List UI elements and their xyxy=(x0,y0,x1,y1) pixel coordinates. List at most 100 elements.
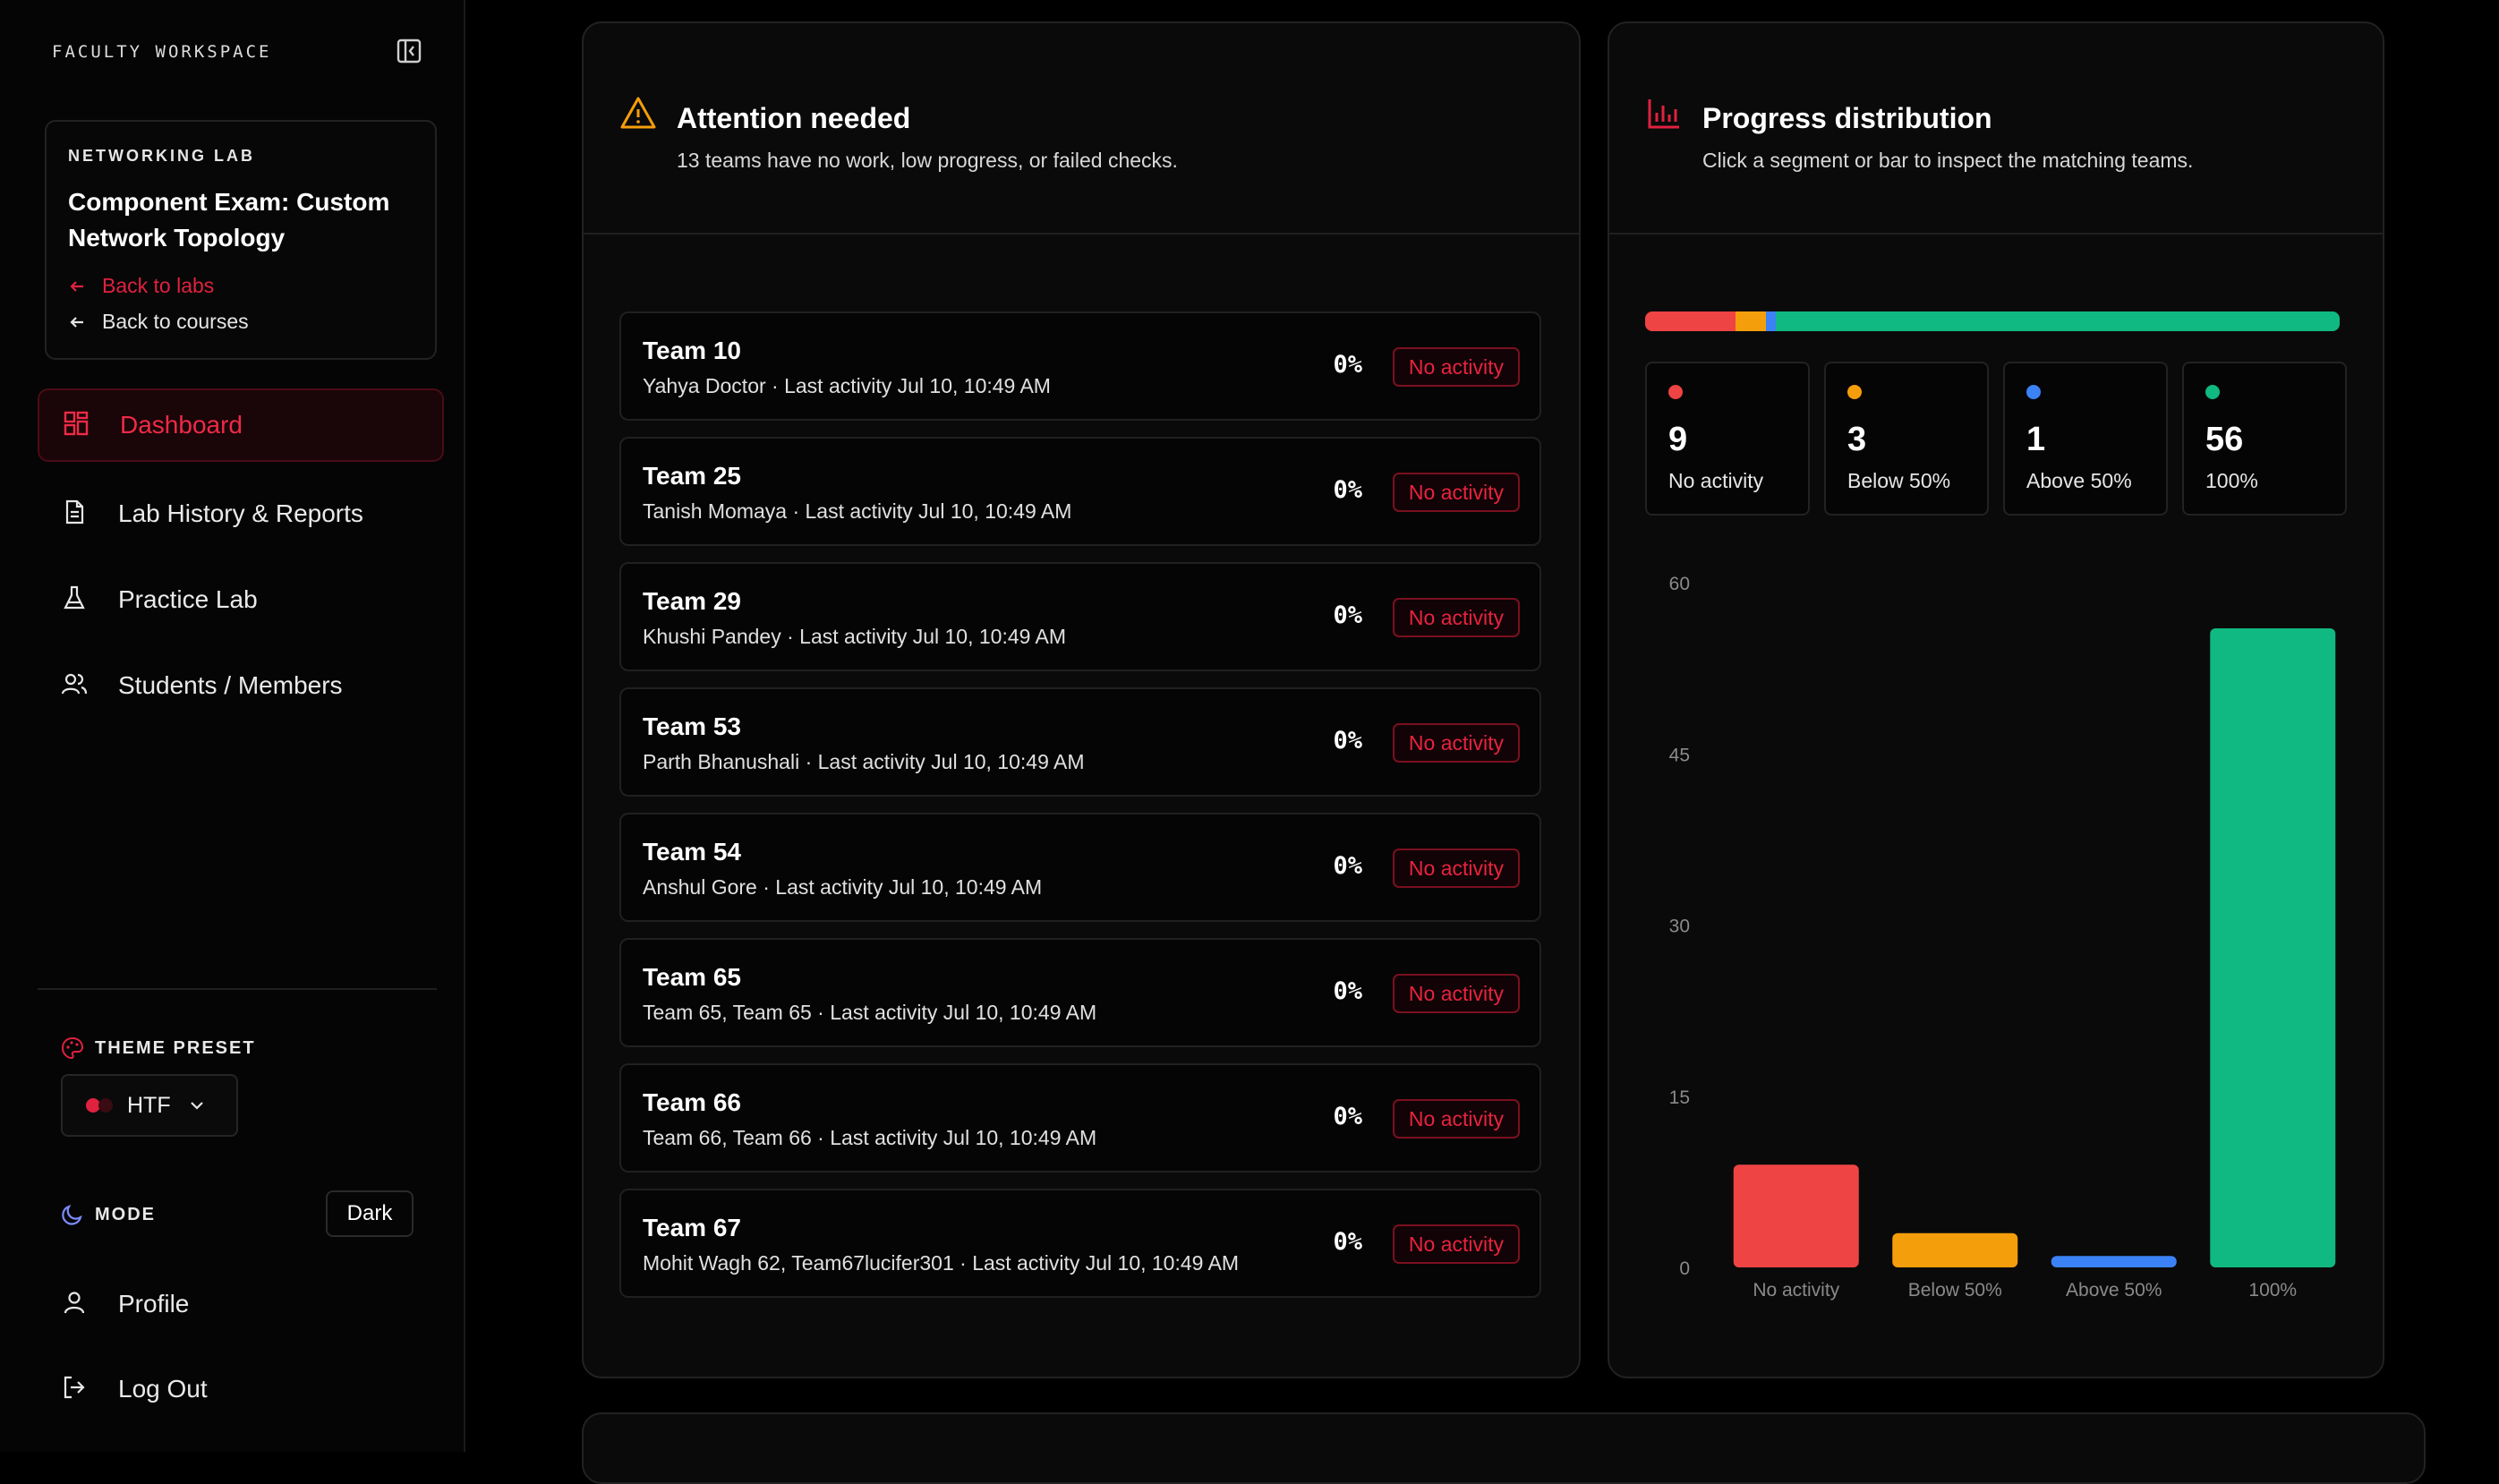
team-progress: 0% xyxy=(1333,977,1362,1005)
theme-preset-value: HTF xyxy=(127,1092,171,1118)
team-meta: Team 66, Team 66 · Last activity Jul 10,… xyxy=(643,1126,1097,1149)
workspace-label: FACULTY WORKSPACE xyxy=(52,42,272,62)
team-name: Team 10 xyxy=(643,337,741,364)
back-to-labs-link[interactable]: Back to labs xyxy=(68,274,214,298)
status-dot xyxy=(2026,385,2041,399)
team-meta: Tanish Momaya · Last activity Jul 10, 10… xyxy=(643,499,1072,523)
team-name: Team 25 xyxy=(643,462,741,490)
nav-lab-history[interactable]: Lab History & Reports xyxy=(38,477,444,550)
nav-practice-lab[interactable]: Practice Lab xyxy=(38,563,444,636)
team-row[interactable]: Team 29 Khushi Pandey · Last activity Jul… xyxy=(619,562,1541,671)
profile-link[interactable]: Profile xyxy=(38,1267,444,1341)
team-row[interactable]: Team 66 Team 66, Team 66 · Last activity … xyxy=(619,1063,1541,1173)
status-badge: No activity xyxy=(1392,1224,1520,1264)
bar[interactable] xyxy=(2051,1256,2177,1267)
team-meta: Anshul Gore · Last activity Jul 10, 10:4… xyxy=(643,875,1043,899)
team-row[interactable]: Team 53 Parth Bhanushali · Last activity … xyxy=(619,687,1541,797)
team-progress: 0% xyxy=(1333,1103,1362,1130)
lab-tag: NETWORKING LAB xyxy=(68,147,255,165)
stat-label: No activity xyxy=(1668,469,1764,492)
progress-stacked-bar[interactable] xyxy=(1645,311,2340,331)
attention-title: Attention needed xyxy=(677,102,911,134)
collapse-sidebar-icon[interactable] xyxy=(396,38,422,64)
back-to-courses-link[interactable]: Back to courses xyxy=(68,310,249,334)
warning-icon xyxy=(620,97,656,129)
stat-card[interactable]: 1 Above 50% xyxy=(2003,362,2168,516)
lab-title: Component Exam: Custom Network Topology xyxy=(68,188,390,252)
mode-label: MODE xyxy=(61,1203,156,1226)
distribution-subtitle: Click a segment or bar to inspect the ma… xyxy=(1702,149,2194,172)
team-name: Team 53 xyxy=(643,712,741,740)
team-progress: 0% xyxy=(1333,351,1362,379)
bar[interactable] xyxy=(1892,1232,2018,1267)
team-row[interactable]: Team 25 Tanish Momaya · Last activity Jul… xyxy=(619,437,1541,546)
status-badge: No activity xyxy=(1392,974,1520,1013)
x-tick-label: Above 50% xyxy=(2066,1280,2162,1301)
status-badge: No activity xyxy=(1392,723,1520,763)
mode-toggle-button[interactable]: Dark xyxy=(326,1190,414,1237)
team-name: Team 65 xyxy=(643,963,741,991)
stat-card[interactable]: 9 No activity xyxy=(1645,362,1810,516)
team-progress: 0% xyxy=(1333,852,1362,880)
status-dot xyxy=(1668,385,1683,399)
stat-card[interactable]: 3 Below 50% xyxy=(1824,362,1989,516)
distribution-header: Progress distribution Click a segment or… xyxy=(1609,23,2383,235)
chevron-down-icon xyxy=(190,1102,203,1110)
team-name: Team 66 xyxy=(643,1088,741,1116)
team-progress: 0% xyxy=(1333,476,1362,504)
stat-card[interactable]: 56 100% xyxy=(2182,362,2347,516)
y-tick-label: 30 xyxy=(1669,917,1690,937)
status-badge: No activity xyxy=(1392,347,1520,387)
back-to-courses-label: Back to courses xyxy=(102,310,249,333)
team-progress: 0% xyxy=(1333,601,1362,629)
team-name: Team 67 xyxy=(643,1214,741,1241)
theme-preset-select[interactable]: HTF xyxy=(61,1074,238,1137)
bar[interactable] xyxy=(1733,1164,1859,1267)
team-row[interactable]: Team 65 Team 65, Team 65 · Last activity … xyxy=(619,938,1541,1047)
logout-label: Log Out xyxy=(118,1375,208,1403)
nav-practice-lab-label: Practice Lab xyxy=(118,585,258,613)
status-badge: No activity xyxy=(1392,598,1520,637)
stacked-segment[interactable] xyxy=(1645,311,1736,331)
nav-dashboard[interactable]: Dashboard xyxy=(38,388,444,462)
x-tick-label: No activity xyxy=(1753,1280,1839,1301)
nav-lab-history-label: Lab History & Reports xyxy=(118,499,363,527)
mode-text: MODE xyxy=(95,1204,156,1224)
nav-students-members[interactable]: Students / Members xyxy=(38,649,444,722)
team-row[interactable]: Team 54 Anshul Gore · Last activity Jul 1… xyxy=(619,813,1541,922)
flask-icon xyxy=(61,584,91,615)
team-row[interactable]: Team 67 Mohit Wagh 62, Team67lucifer301 ·… xyxy=(619,1189,1541,1298)
distribution-panel: Progress distribution Click a segment or… xyxy=(1608,21,2384,1378)
status-badge: No activity xyxy=(1392,849,1520,888)
arrow-left-icon xyxy=(70,316,83,328)
team-meta: Yahya Doctor · Last activity Jul 10, 10:… xyxy=(643,374,1051,397)
nav-students-label: Students / Members xyxy=(118,671,343,699)
bar[interactable] xyxy=(2210,628,2336,1267)
document-icon xyxy=(61,499,91,529)
stat-count: 9 xyxy=(1668,421,1688,458)
theme-preset-label: THEME PRESET xyxy=(61,1036,256,1060)
team-progress: 0% xyxy=(1333,1228,1362,1256)
dashboard-icon xyxy=(63,410,93,440)
bar-chart-icon xyxy=(1648,99,1679,129)
lab-card: NETWORKING LAB Component Exam: Custom Ne… xyxy=(45,120,437,360)
theme-swatch-primary xyxy=(86,1098,100,1113)
back-to-labs-label: Back to labs xyxy=(102,274,215,297)
user-icon xyxy=(61,1289,91,1319)
y-tick-label: 45 xyxy=(1669,745,1690,765)
stacked-segment[interactable] xyxy=(1736,311,1766,331)
stacked-segment[interactable] xyxy=(1765,311,1777,331)
attention-header: Attention needed 13 teams have no work, … xyxy=(584,23,1579,235)
sidebar-divider xyxy=(38,988,437,990)
stat-label: Below 50% xyxy=(1847,469,1951,492)
logout-link[interactable]: Log Out xyxy=(38,1352,444,1426)
team-meta: Team 65, Team 65 · Last activity Jul 10,… xyxy=(643,1001,1097,1024)
y-tick-label: 60 xyxy=(1669,574,1690,594)
attention-panel: Attention needed 13 teams have no work, … xyxy=(582,21,1581,1378)
status-dot xyxy=(1847,385,1862,399)
team-row[interactable]: Team 10 Yahya Doctor · Last activity Jul … xyxy=(619,311,1541,421)
stacked-segment[interactable] xyxy=(1776,311,2340,331)
team-name: Team 29 xyxy=(643,587,741,615)
nav-dashboard-label: Dashboard xyxy=(120,411,243,439)
team-progress: 0% xyxy=(1333,727,1362,755)
